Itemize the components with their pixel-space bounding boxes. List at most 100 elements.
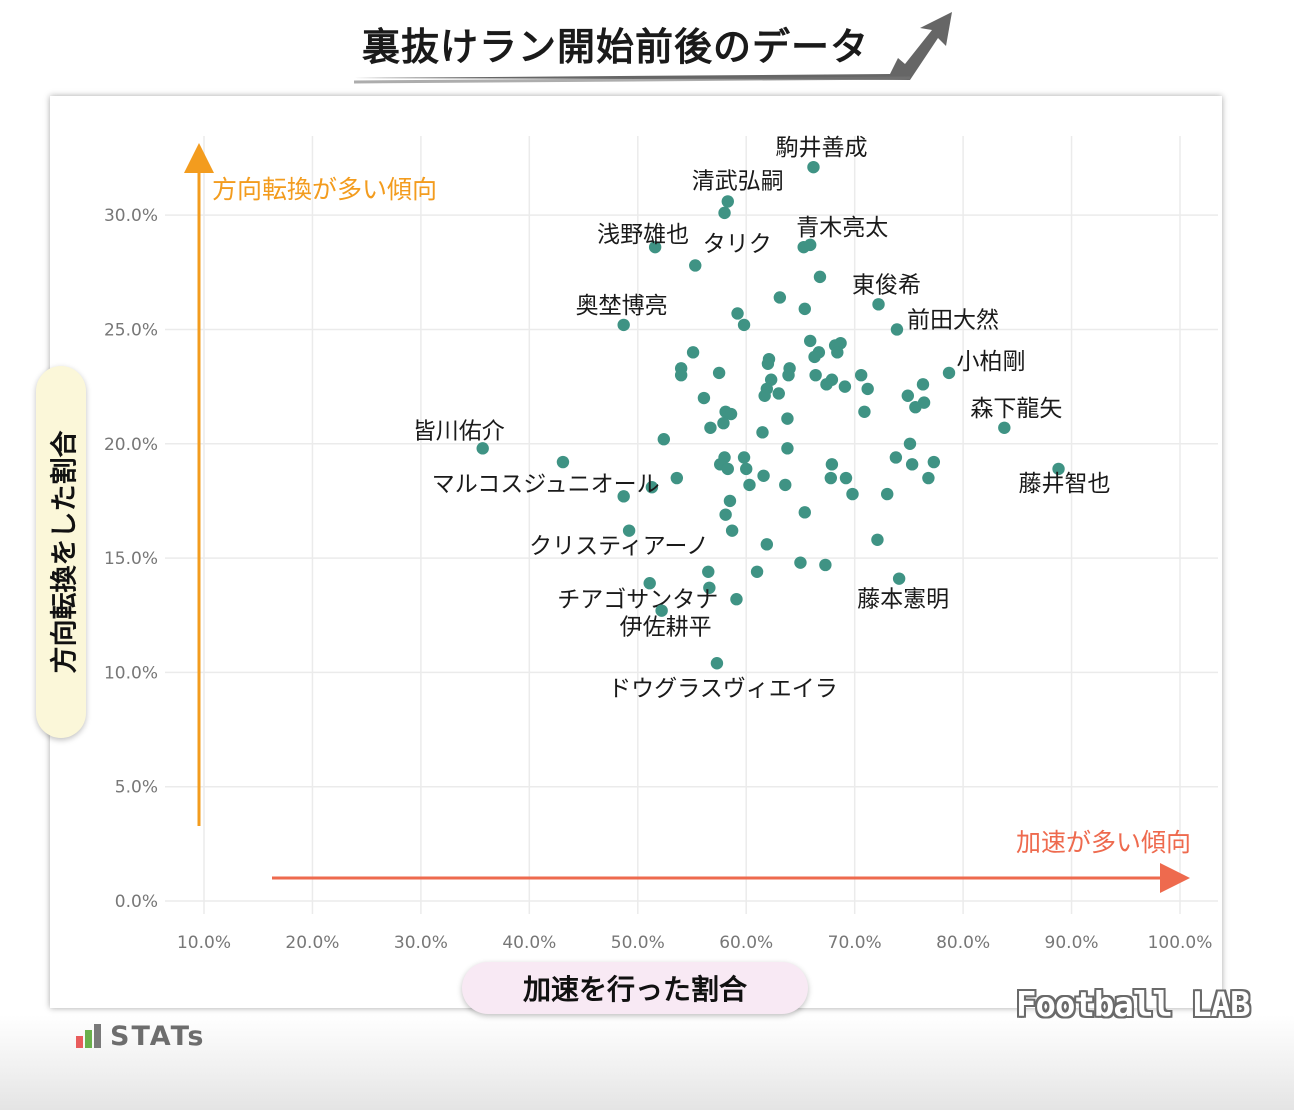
data-point	[846, 487, 859, 501]
data-point	[757, 469, 770, 482]
point-label: 藤本憲明	[857, 587, 949, 613]
point-label: チアゴサンタナ	[557, 587, 718, 613]
data-point	[794, 556, 807, 569]
point-label: 小柏剛	[957, 349, 1026, 375]
labeled-data-point	[689, 259, 702, 272]
x-tick-label: 100.0%	[1148, 933, 1213, 953]
data-point	[854, 368, 868, 382]
point-label: クリスティアーノ	[529, 534, 709, 560]
labeled-data-point	[998, 421, 1011, 434]
data-point	[820, 378, 833, 391]
point-label: 東俊希	[852, 272, 921, 298]
data-point	[809, 368, 822, 382]
data-point	[916, 378, 930, 391]
data-point	[772, 387, 785, 400]
data-point	[922, 471, 935, 485]
x-tick-label: 10.0%	[177, 933, 231, 953]
data-point	[798, 302, 811, 316]
y-tick-label: 5.0%	[115, 778, 158, 798]
point-label: 青木亮太	[796, 215, 888, 241]
data-point	[756, 426, 769, 439]
labeled-data-point	[890, 323, 904, 336]
data-point	[737, 451, 751, 464]
data-point	[718, 206, 731, 220]
data-point	[697, 391, 711, 405]
point-label: 前田大然	[907, 307, 999, 333]
x-tick-label: 80.0%	[936, 933, 990, 953]
data-point	[838, 380, 852, 393]
labeled-data-point	[942, 366, 956, 380]
labeled-data-point	[872, 298, 885, 311]
data-point	[724, 407, 738, 421]
grid-lines	[165, 136, 1218, 914]
data-points	[556, 206, 941, 606]
data-point	[798, 506, 811, 519]
point-label: 皆川佑介	[413, 418, 505, 444]
labeled-data-point	[617, 318, 630, 332]
point-label: 駒井善成	[775, 135, 867, 161]
point-label: 森下龍矢	[970, 396, 1062, 422]
x-direction-label: 加速が多い傾向	[1016, 828, 1191, 857]
data-point	[808, 350, 821, 364]
data-point	[657, 432, 671, 446]
data-point	[782, 368, 795, 382]
labeled-data-point	[617, 490, 630, 503]
data-point	[743, 478, 756, 492]
data-point	[804, 334, 817, 348]
data-point	[861, 382, 874, 396]
y-tick-label: 30.0%	[104, 206, 158, 226]
data-point	[723, 494, 737, 508]
data-point	[760, 538, 774, 551]
data-point	[719, 508, 732, 521]
data-point	[750, 565, 764, 578]
data-point	[737, 318, 751, 332]
labeled-data-point	[476, 442, 489, 455]
data-point	[703, 581, 716, 594]
data-point	[905, 458, 919, 471]
labeled-data-point	[643, 577, 656, 590]
labeled-data-point	[710, 657, 724, 670]
labeled-data-point	[721, 195, 734, 208]
data-point	[909, 400, 922, 414]
data-point	[670, 471, 684, 485]
point-label: 伊佐耕平	[620, 615, 712, 641]
data-point	[903, 437, 917, 450]
y-tick-label: 25.0%	[104, 320, 158, 340]
scatter-plot: 0.0% 5.0% 10.0% 15.0% 20.0% 25.0% 30.0% 10.0% 2…	[104, 135, 1218, 953]
data-point	[831, 346, 844, 359]
labeled-data-point	[655, 604, 668, 617]
y-axis-label: 方向転換をした割合	[49, 430, 81, 674]
data-point	[781, 442, 794, 455]
x-tick-label: 90.0%	[1045, 933, 1099, 953]
data-point	[704, 421, 717, 434]
point-label: 藤井智也	[1019, 471, 1111, 497]
data-point	[773, 291, 787, 304]
data-point	[858, 405, 871, 418]
football-lab-logo: Football LAB	[1016, 985, 1251, 1025]
data-point	[645, 481, 659, 494]
y-tick-label: 15.0%	[104, 549, 158, 569]
data-point	[901, 389, 915, 402]
y-tick-label: 0.0%	[115, 892, 158, 912]
data-point	[779, 478, 792, 492]
data-point	[824, 471, 838, 485]
labeled-data-point	[804, 238, 817, 252]
labeled-data-point	[807, 160, 820, 174]
labeled-data-point	[648, 240, 662, 254]
point-label: マルコスジュニオール	[432, 471, 660, 497]
data-point	[725, 524, 739, 537]
stats-bars-icon	[76, 1023, 101, 1048]
x-tick-label: 30.0%	[394, 933, 448, 953]
stats-logo-text: STATs	[110, 1021, 206, 1052]
data-point	[721, 462, 734, 476]
y-tick-label: 20.0%	[104, 435, 158, 455]
x-tick-label: 40.0%	[502, 933, 556, 953]
x-axis-label: 加速を行った割合	[462, 962, 808, 1014]
data-point	[730, 593, 743, 606]
labeled-data-point	[1052, 462, 1065, 476]
data-point	[825, 458, 839, 471]
y-tick-label: 10.0%	[104, 663, 158, 683]
y-axis-ticks: 0.0% 5.0% 10.0% 15.0% 20.0% 25.0% 30.0%	[104, 206, 158, 912]
data-point	[702, 565, 715, 578]
